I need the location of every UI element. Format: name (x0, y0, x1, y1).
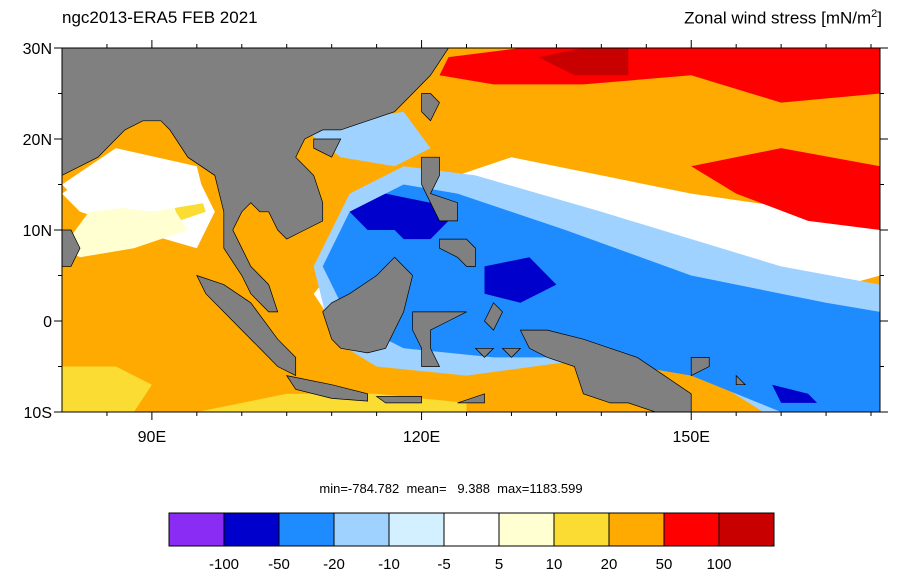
wind-stress-region (62, 148, 206, 212)
landmass (484, 302, 503, 331)
colorbar-swatch (223, 512, 280, 547)
colorbar-label: -50 (268, 556, 290, 573)
landmass (412, 311, 467, 367)
landmass (421, 93, 440, 122)
title-right-main: Zonal wind stress [mN/m (684, 8, 872, 28)
colorbar-swatch (553, 512, 610, 547)
colorbar-label: -5 (437, 556, 450, 573)
colorbar-label: 5 (495, 556, 503, 573)
landmass (313, 138, 342, 158)
landmass (285, 375, 368, 402)
landmass (375, 396, 422, 404)
lat-label: 10S (24, 405, 52, 422)
landmass (519, 329, 692, 412)
wind-stress-region (538, 48, 629, 76)
landmass (421, 156, 458, 222)
stats-line: min=-784.782 mean= 9.388 max=1183.599 (319, 481, 583, 496)
land-masses (62, 48, 747, 412)
wind-stress-region (691, 148, 880, 230)
colorbar-label: -10 (378, 556, 400, 573)
colorbar-swatch (663, 512, 720, 547)
lat-label: 30N (23, 41, 52, 58)
colorbar-label: 50 (656, 556, 673, 573)
colorbar-swatch (608, 512, 665, 547)
colorbar: -100 -50 -20 -10 -5 5 10 20 50 100 (168, 512, 775, 573)
title-right-end: ] (877, 8, 882, 28)
title-right-superscript: 2 (871, 8, 878, 20)
lon-label: 120E (403, 429, 440, 446)
map-title-right: Zonal wind stress [mN/m2] (684, 8, 882, 29)
wind-stress-region (62, 202, 188, 258)
map-title-left: ngc2013-ERA5 FEB 2021 (62, 8, 258, 27)
colorbar-label: -100 (209, 556, 239, 573)
colorbar-label: 10 (546, 556, 563, 573)
colorbar-label: 20 (601, 556, 618, 573)
landmass (62, 48, 449, 313)
landmass (196, 274, 297, 377)
landmass (457, 393, 485, 404)
lon-label: 90E (138, 429, 166, 446)
lat-label: 10N (23, 223, 52, 240)
colorbar-swatch (388, 512, 445, 547)
landmass (322, 256, 413, 354)
wind-stress-region (62, 366, 152, 412)
landmass (501, 347, 522, 358)
wind-stress-region (772, 384, 818, 403)
landmass (62, 229, 81, 267)
colorbar-swatch (333, 512, 390, 547)
wind-stress-region (385, 211, 449, 240)
colorbar-swatch (718, 512, 775, 547)
colorbar-label: 100 (706, 556, 731, 573)
axis-ticks: 30N 20N 10N 0 10S 90E 120E 150E (23, 40, 888, 446)
colorbar-swatch (278, 512, 335, 547)
colorbar-swatch (168, 512, 225, 547)
wind-stress-region (484, 257, 557, 303)
lat-label: 20N (23, 132, 52, 149)
landmass (474, 347, 495, 358)
landmass (690, 357, 710, 377)
map-plot: 30N 20N 10N 0 10S 90E 120E 150E (23, 40, 888, 446)
landmass (735, 374, 747, 386)
colorbar-swatch (443, 512, 500, 547)
colorbar-label: -20 (323, 556, 345, 573)
lat-label: 0 (43, 314, 52, 331)
colorbar-swatch (498, 512, 555, 547)
landmass (439, 238, 476, 267)
lon-label: 150E (673, 429, 710, 446)
